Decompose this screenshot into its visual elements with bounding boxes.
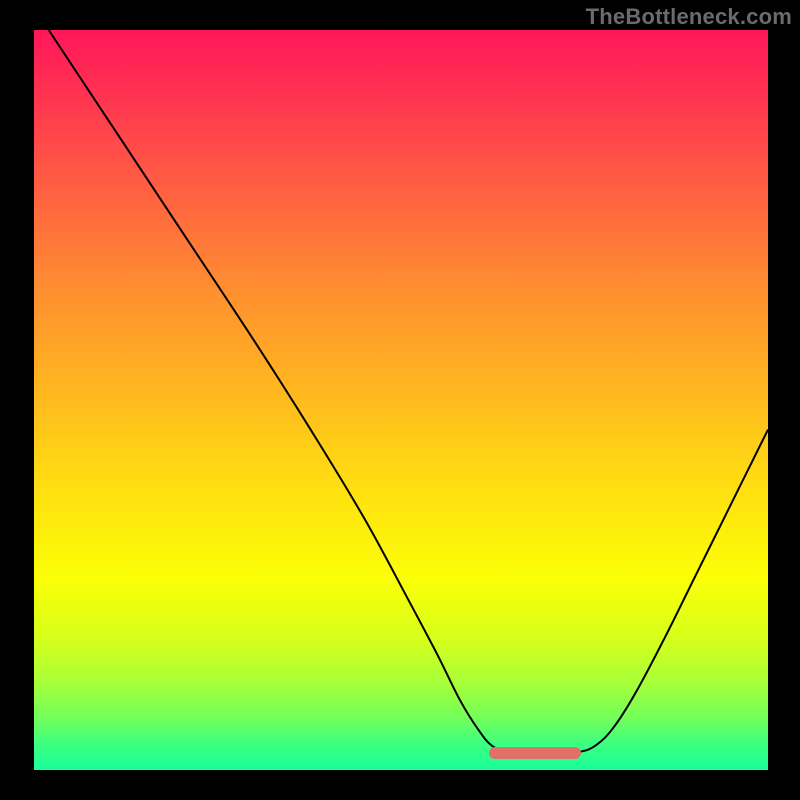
chart-stage: TheBottleneck.com (0, 0, 800, 800)
bottleneck-curve (49, 30, 768, 754)
valley-marker (489, 747, 581, 759)
curve-layer (34, 30, 768, 770)
plot-frame (34, 30, 768, 770)
watermark-text: TheBottleneck.com (586, 4, 792, 30)
